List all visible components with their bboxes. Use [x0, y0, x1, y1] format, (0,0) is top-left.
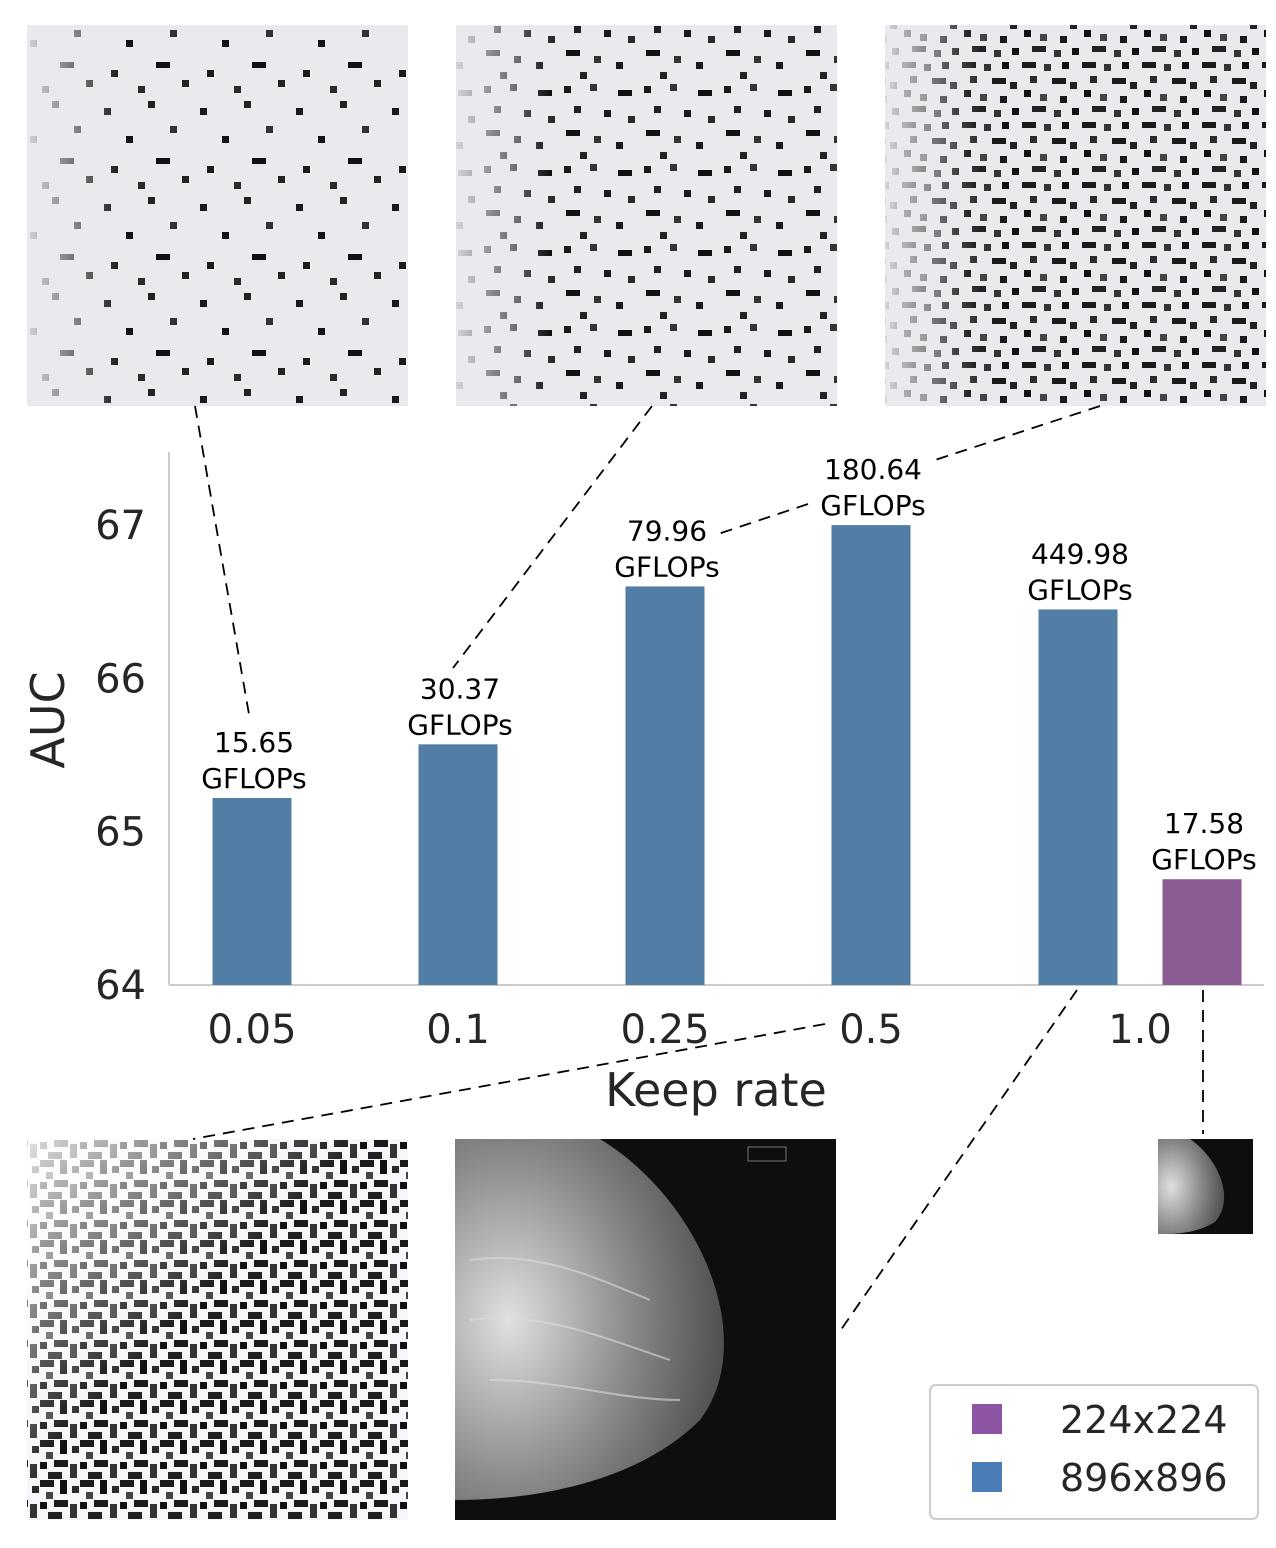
- connectors: [192, 405, 1204, 1335]
- legend-swatch-224x224: [972, 1404, 1002, 1434]
- thumbnail-keep-0-1: [456, 25, 837, 406]
- mammogram-224: [1158, 1139, 1253, 1234]
- bars: [212, 525, 1242, 985]
- connector-0-25-b: [717, 503, 809, 535]
- connector-0-25-a: [934, 405, 1101, 461]
- x-tick-label: 1.0: [1108, 1007, 1172, 1053]
- bar-flops-unit: GFLOPs: [820, 489, 925, 522]
- bar-224x224-1.0: [1162, 879, 1242, 985]
- x-tick-label: 0.1: [426, 1007, 490, 1053]
- bar-flops-unit: GFLOPs: [201, 762, 306, 795]
- thumbnail-keep-0-25: [885, 25, 1266, 406]
- legend-frame: [929, 1384, 1259, 1520]
- thumbnail-keep-0-05: [27, 25, 408, 406]
- bar-896x896-0.25: [625, 586, 705, 985]
- connector-0-05: [194, 405, 251, 721]
- legend-swatch-896x896: [972, 1462, 1002, 1492]
- bar-flops-value: 180.64: [824, 453, 922, 486]
- legend-label-896x896: 896x896: [1060, 1456, 1228, 1500]
- x-tick-label: 0.5: [839, 1007, 903, 1053]
- bar-labels: 15.65GFLOPs30.37GFLOPs79.96GFLOPs180.64G…: [201, 453, 1256, 876]
- y-axis-label: AUC: [21, 671, 75, 768]
- bar-896x896-0.05: [212, 797, 292, 985]
- legend: 224x224 896x896: [929, 1384, 1259, 1520]
- connector-0-5: [192, 1023, 826, 1140]
- legend-label-224x224: 224x224: [1060, 1398, 1228, 1442]
- y-ticks: 64 65 66 67: [95, 503, 146, 1009]
- bar-flops-value: 79.96: [627, 514, 707, 547]
- bar-flops-unit: GFLOPs: [1151, 843, 1256, 876]
- bar-896x896-0.1: [418, 744, 498, 985]
- connector-0-1: [452, 405, 653, 669]
- bar-flops-value: 15.65: [214, 726, 294, 759]
- x-tick-label: 0.05: [207, 1007, 296, 1053]
- bar-flops-value: 17.58: [1164, 807, 1244, 840]
- bar-896x896-0.5: [831, 525, 911, 985]
- bar-896x896-1.0: [1038, 609, 1118, 985]
- x-axis-label: Keep rate: [605, 1063, 827, 1117]
- y-tick-label: 66: [95, 656, 146, 702]
- x-ticks: 0.05 0.1 0.25 0.5 1.0: [207, 1007, 1171, 1053]
- bar-flops-value: 30.37: [420, 672, 500, 705]
- bar-flops-value: 449.98: [1031, 537, 1129, 570]
- y-tick-label: 64: [95, 963, 146, 1009]
- bar-flops-unit: GFLOPs: [614, 550, 719, 583]
- y-tick-label: 67: [95, 503, 146, 549]
- connector-1-0-896: [837, 989, 1078, 1335]
- x-tick-label: 0.25: [620, 1007, 709, 1053]
- thumbnail-keep-0-5: [27, 1139, 408, 1520]
- bar-flops-unit: GFLOPs: [407, 708, 512, 741]
- bar-flops-unit: GFLOPs: [1027, 573, 1132, 606]
- y-tick-label: 65: [95, 810, 146, 856]
- mammogram-896: [455, 1139, 836, 1520]
